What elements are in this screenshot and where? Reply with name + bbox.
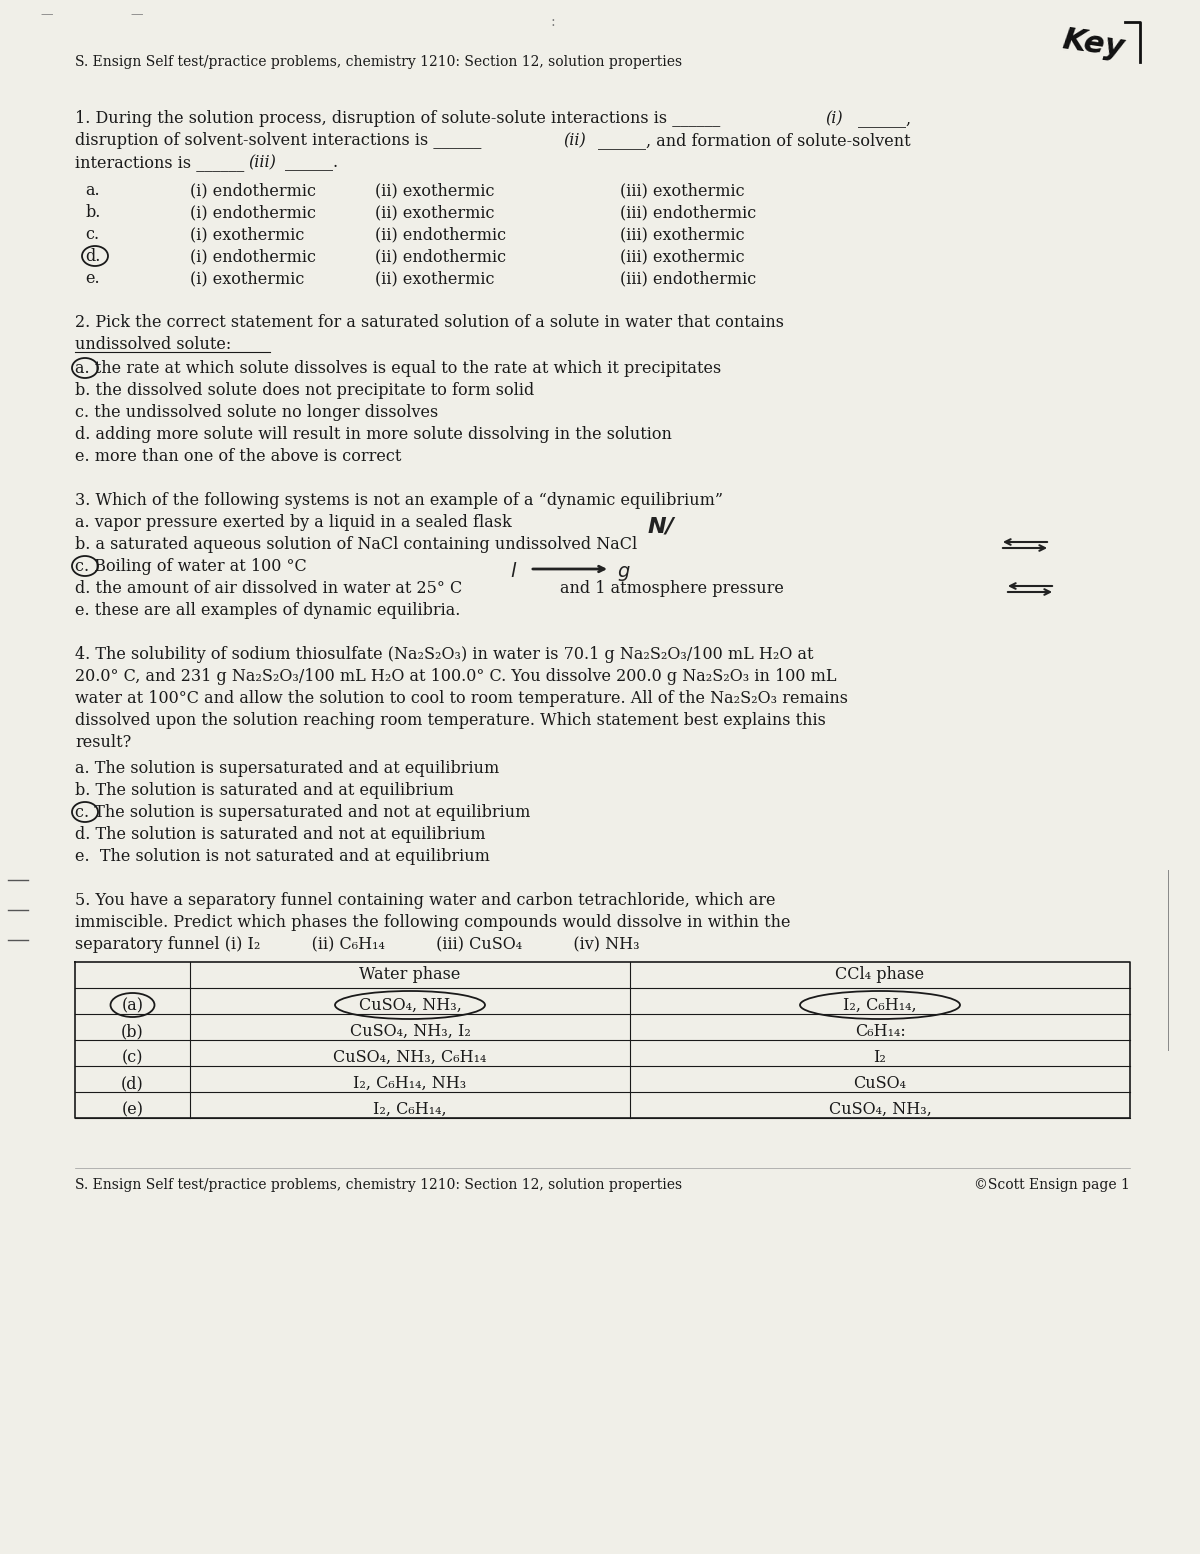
Text: CuSO₄, NH₃, I₂: CuSO₄, NH₃, I₂ <box>349 1023 470 1040</box>
Text: 20.0° C, and 231 g Na₂S₂O₃/100 mL H₂O at 100.0° C. You dissolve 200.0 g Na₂S₂O₃ : 20.0° C, and 231 g Na₂S₂O₃/100 mL H₂O at… <box>74 668 836 685</box>
Text: I₂, C₆H₁₄, NH₃: I₂, C₆H₁₄, NH₃ <box>353 1075 467 1092</box>
Text: result?: result? <box>74 733 131 751</box>
Text: (iii) exothermic: (iii) exothermic <box>620 182 745 199</box>
Text: (b): (b) <box>121 1023 144 1040</box>
Text: (ii) exothermic: (ii) exothermic <box>374 182 494 199</box>
Text: a. The solution is supersaturated and at equilibrium: a. The solution is supersaturated and at… <box>74 760 499 777</box>
Text: N/: N/ <box>648 516 674 536</box>
Text: (iii) exothermic: (iii) exothermic <box>620 225 745 242</box>
Text: (i) exothermic: (i) exothermic <box>190 225 305 242</box>
Text: (i) exothermic: (i) exothermic <box>190 270 305 287</box>
Text: C₆H₁₄:: C₆H₁₄: <box>854 1023 905 1040</box>
Text: 1. During the solution process, disruption of solute-solute interactions is ____: 1. During the solution process, disrupti… <box>74 110 720 127</box>
Text: S. Ensign Self test/practice problems, chemistry 1210: Section 12, solution prop: S. Ensign Self test/practice problems, c… <box>74 54 682 68</box>
Text: b. The solution is saturated and at equilibrium: b. The solution is saturated and at equi… <box>74 782 454 799</box>
Text: Water phase: Water phase <box>359 967 461 984</box>
Text: S. Ensign Self test/practice problems, chemistry 1210: Section 12, solution prop: S. Ensign Self test/practice problems, c… <box>74 1178 682 1192</box>
Text: a.: a. <box>85 182 100 199</box>
Text: d. adding more solute will result in more solute dissolving in the solution: d. adding more solute will result in mor… <box>74 426 672 443</box>
Text: 4. The solubility of sodium thiosulfate (Na₂S₂O₃) in water is 70.1 g Na₂S₂O₃/100: 4. The solubility of sodium thiosulfate … <box>74 646 814 664</box>
Text: I₂: I₂ <box>874 1049 887 1066</box>
Text: interactions is ______: interactions is ______ <box>74 154 245 171</box>
Text: g: g <box>617 563 629 581</box>
Text: (ii) exothermic: (ii) exothermic <box>374 270 494 287</box>
Text: —: — <box>130 8 143 22</box>
Text: (iii) endothermic: (iii) endothermic <box>620 270 756 287</box>
Text: b. the dissolved solute does not precipitate to form solid: b. the dissolved solute does not precipi… <box>74 382 534 399</box>
Text: (iii): (iii) <box>248 154 276 171</box>
Text: water at 100°C and allow the solution to cool to room temperature. All of the Na: water at 100°C and allow the solution to… <box>74 690 848 707</box>
Text: (ii) endothermic: (ii) endothermic <box>374 249 506 266</box>
Text: l: l <box>510 563 515 581</box>
Text: ______.: ______. <box>286 154 338 171</box>
Text: (d): (d) <box>121 1075 144 1092</box>
Text: (i) endothermic: (i) endothermic <box>190 249 316 266</box>
Text: c.: c. <box>85 225 100 242</box>
Text: (ii) endothermic: (ii) endothermic <box>374 225 506 242</box>
Text: CuSO₄, NH₃,: CuSO₄, NH₃, <box>359 998 462 1015</box>
Text: :: : <box>550 16 554 30</box>
Text: disruption of solvent-solvent interactions is ______: disruption of solvent-solvent interactio… <box>74 132 481 149</box>
Text: CuSO₄, NH₃,: CuSO₄, NH₃, <box>828 1100 931 1117</box>
Text: CuSO₄: CuSO₄ <box>853 1075 906 1092</box>
Text: e.: e. <box>85 270 100 287</box>
Text: Key: Key <box>1060 25 1126 62</box>
Text: CuSO₄, NH₃, C₆H₁₄: CuSO₄, NH₃, C₆H₁₄ <box>334 1049 487 1066</box>
Text: CCl₄ phase: CCl₄ phase <box>835 967 924 984</box>
Text: ©Scott Ensign page 1: ©Scott Ensign page 1 <box>974 1178 1130 1192</box>
Text: (ii): (ii) <box>563 132 586 149</box>
Text: —: — <box>40 8 53 22</box>
Text: 2. Pick the correct statement for a saturated solution of a solute in water that: 2. Pick the correct statement for a satu… <box>74 314 784 331</box>
Text: b. a saturated aqueous solution of NaCl containing undissolved NaCl: b. a saturated aqueous solution of NaCl … <box>74 536 637 553</box>
Text: c. Boiling of water at 100 °C: c. Boiling of water at 100 °C <box>74 558 307 575</box>
Text: (iii) endothermic: (iii) endothermic <box>620 204 756 221</box>
Text: e.  The solution is not saturated and at equilibrium: e. The solution is not saturated and at … <box>74 848 490 866</box>
Text: d. The solution is saturated and not at equilibrium: d. The solution is saturated and not at … <box>74 827 486 842</box>
Text: d. the amount of air dissolved in water at 25° C: d. the amount of air dissolved in water … <box>74 580 462 597</box>
Text: (ii) exothermic: (ii) exothermic <box>374 204 494 221</box>
Text: (i): (i) <box>826 110 842 127</box>
Text: 5. You have a separatory funnel containing water and carbon tetrachloride, which: 5. You have a separatory funnel containi… <box>74 892 775 909</box>
Text: (c): (c) <box>121 1049 143 1066</box>
Text: and 1 atmosphere pressure: and 1 atmosphere pressure <box>560 580 784 597</box>
Text: (i) endothermic: (i) endothermic <box>190 204 316 221</box>
Text: I₂, C₆H₁₄,: I₂, C₆H₁₄, <box>844 998 917 1015</box>
Text: a. vapor pressure exerted by a liquid in a sealed flask: a. vapor pressure exerted by a liquid in… <box>74 514 511 531</box>
Text: (a): (a) <box>121 998 144 1015</box>
Text: c. the undissolved solute no longer dissolves: c. the undissolved solute no longer diss… <box>74 404 438 421</box>
Text: separatory funnel (i) I₂          (ii) C₆H₁₄          (iii) CuSO₄          (iv) : separatory funnel (i) I₂ (ii) C₆H₁₄ (iii… <box>74 936 640 953</box>
Text: e. these are all examples of dynamic equilibria.: e. these are all examples of dynamic equ… <box>74 601 461 618</box>
Text: undissolved solute:: undissolved solute: <box>74 336 232 353</box>
Text: I₂, C₆H₁₄,: I₂, C₆H₁₄, <box>373 1100 446 1117</box>
Text: d.: d. <box>85 249 101 266</box>
Text: e. more than one of the above is correct: e. more than one of the above is correct <box>74 448 401 465</box>
Text: immiscible. Predict which phases the following compounds would dissolve in withi: immiscible. Predict which phases the fol… <box>74 914 791 931</box>
Text: ______,: ______, <box>858 110 911 127</box>
Text: c. The solution is supersaturated and not at equilibrium: c. The solution is supersaturated and no… <box>74 803 530 821</box>
Text: dissolved upon the solution reaching room temperature. Which statement best expl: dissolved upon the solution reaching roo… <box>74 712 826 729</box>
Text: (iii) exothermic: (iii) exothermic <box>620 249 745 266</box>
Text: 3. Which of the following systems is not an example of a “dynamic equilibrium”: 3. Which of the following systems is not… <box>74 493 722 510</box>
Text: (e): (e) <box>121 1100 144 1117</box>
Text: (i) endothermic: (i) endothermic <box>190 182 316 199</box>
Text: b.: b. <box>85 204 101 221</box>
Text: a. the rate at which solute dissolves is equal to the rate at which it precipita: a. the rate at which solute dissolves is… <box>74 361 721 378</box>
Text: ______, and formation of solute-solvent: ______, and formation of solute-solvent <box>598 132 911 149</box>
